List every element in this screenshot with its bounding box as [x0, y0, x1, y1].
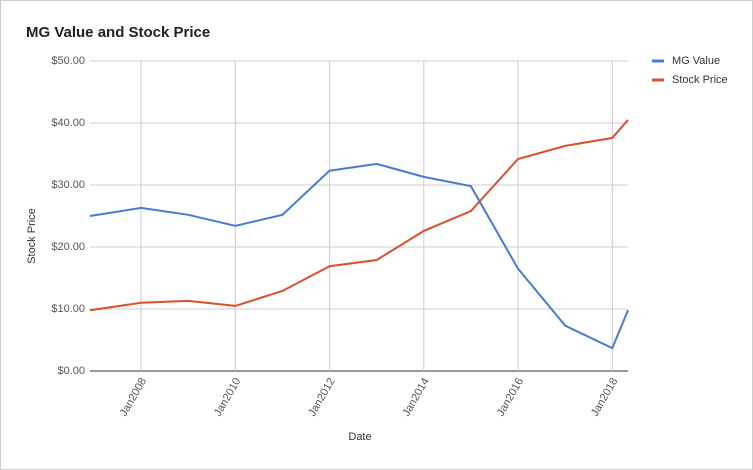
x-axis-label: Date	[348, 431, 371, 443]
legend-label: Stock Price	[672, 74, 728, 86]
y-tick-label: $40.00	[51, 117, 85, 129]
chart-title: MG Value and Stock Price	[26, 24, 210, 41]
y-axis-label: Stock Price	[26, 208, 38, 264]
legend-label: MG Value	[672, 55, 720, 67]
y-tick-label: $10.00	[51, 303, 85, 315]
y-tick-label: $30.00	[51, 179, 85, 191]
line	[89, 119, 629, 312]
y-tick-label: $20.00	[51, 241, 85, 253]
line	[89, 162, 629, 350]
y-tick-label: $0.00	[57, 365, 85, 377]
y-tick-label: $50.00	[51, 55, 85, 67]
